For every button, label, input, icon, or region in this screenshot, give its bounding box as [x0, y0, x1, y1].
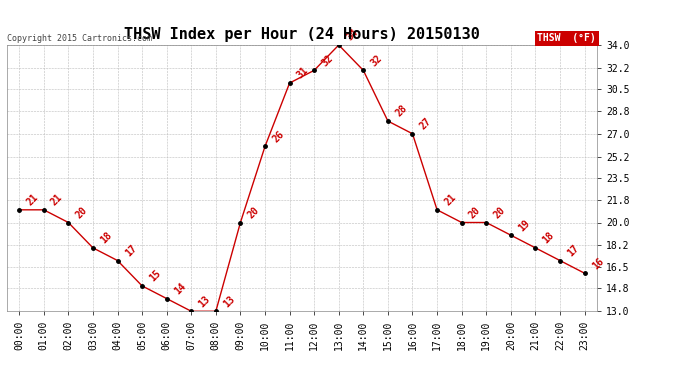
Text: 16: 16 [590, 256, 606, 271]
Text: THSW  (°F): THSW (°F) [538, 33, 596, 43]
Text: 13: 13 [197, 294, 213, 309]
Text: 26: 26 [270, 129, 286, 144]
Text: 17: 17 [566, 243, 581, 258]
Text: Copyright 2015 Cartronics.com: Copyright 2015 Cartronics.com [7, 34, 152, 43]
Text: 20: 20 [492, 205, 507, 220]
Text: 21: 21 [49, 192, 65, 208]
Text: 20: 20 [246, 205, 262, 220]
Text: 20: 20 [74, 205, 89, 220]
Text: 34: 34 [344, 27, 359, 43]
Text: 21: 21 [442, 192, 458, 208]
Text: 21: 21 [25, 192, 40, 208]
Text: 20: 20 [467, 205, 482, 220]
Text: 31: 31 [295, 66, 310, 81]
Text: 18: 18 [99, 230, 114, 246]
Text: 32: 32 [319, 53, 335, 68]
Text: 32: 32 [369, 53, 384, 68]
Text: 19: 19 [516, 217, 532, 233]
Text: 17: 17 [123, 243, 139, 258]
Text: 13: 13 [221, 294, 237, 309]
Text: 18: 18 [541, 230, 556, 246]
Text: 15: 15 [148, 268, 163, 284]
Title: THSW Index per Hour (24 Hours) 20150130: THSW Index per Hour (24 Hours) 20150130 [124, 27, 480, 42]
Text: 27: 27 [418, 116, 433, 132]
Text: 28: 28 [393, 104, 409, 119]
Text: 14: 14 [172, 281, 188, 296]
